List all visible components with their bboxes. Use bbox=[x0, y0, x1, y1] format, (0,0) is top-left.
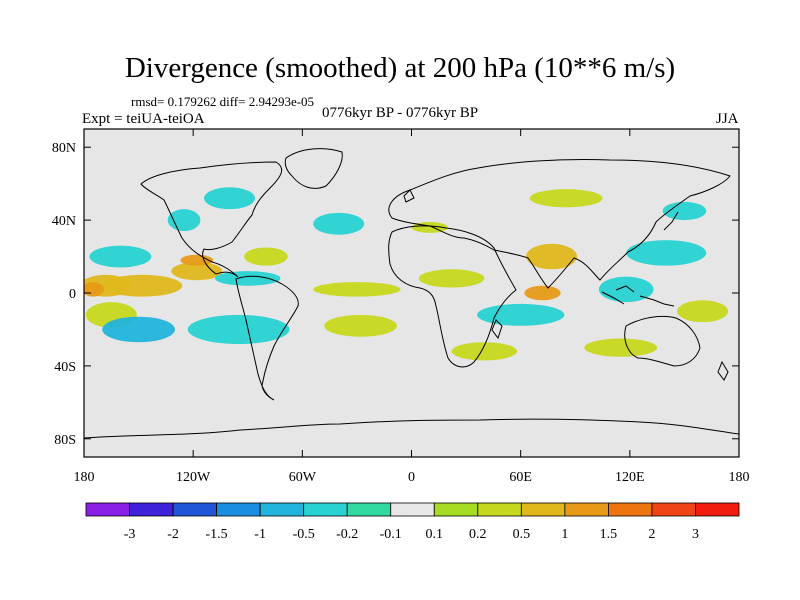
divergence-region-23 bbox=[626, 240, 707, 266]
coastline-eurasia bbox=[388, 158, 731, 289]
colorbar-swatch-8 bbox=[433, 502, 479, 517]
coastline-madagascar bbox=[491, 319, 503, 340]
coastlines bbox=[84, 148, 739, 439]
divergence-region-20 bbox=[526, 243, 578, 270]
colorbar-label-7: 0.1 bbox=[426, 527, 444, 542]
divergence-region-22 bbox=[598, 276, 654, 303]
coastline-greenland bbox=[284, 148, 343, 189]
divergence-region-25 bbox=[662, 201, 707, 221]
divergence-region-1 bbox=[102, 274, 183, 297]
divergence-region-10 bbox=[215, 271, 281, 286]
divergence-region-21 bbox=[524, 285, 561, 301]
y-tick-label-1: 40N bbox=[52, 214, 76, 229]
colorbar-label-6: -0.1 bbox=[380, 527, 402, 542]
colorbar-swatch-9 bbox=[477, 502, 522, 517]
colorbar-label-8: 0.2 bbox=[469, 527, 487, 542]
divergence-region-6 bbox=[167, 209, 201, 232]
x-tick-label-4: 60E bbox=[509, 470, 532, 485]
colorbar: -3 -2 -1.5 -1 -0.5 -0.2 -0.1 0.1 0.2 0.5 1 1.5 2 3 bbox=[85, 502, 740, 542]
colorbar-swatch-0 bbox=[85, 502, 130, 517]
colorbar-swatch-1 bbox=[129, 502, 174, 517]
coastline-japan bbox=[663, 211, 679, 231]
x-tick-label-2: 60W bbox=[289, 470, 317, 485]
colorbar-label-13: 3 bbox=[692, 527, 699, 542]
divergence-region-16 bbox=[418, 269, 485, 288]
divergence-region-12 bbox=[313, 282, 401, 297]
colorbar-swatch-12 bbox=[608, 502, 653, 517]
colorbar-swatch-5 bbox=[303, 502, 348, 517]
contour-regions bbox=[84, 187, 729, 361]
divergence-region-19 bbox=[451, 342, 518, 361]
coastline-south-america bbox=[235, 275, 299, 401]
divergence-region-11 bbox=[244, 247, 288, 266]
divergence-region-8 bbox=[102, 316, 175, 343]
coastline-southeast-asia-islands bbox=[601, 285, 675, 307]
coastline-africa bbox=[388, 225, 517, 368]
x-tick-label-3: 0 bbox=[408, 470, 415, 485]
y-tick-label-2: 0 bbox=[69, 287, 76, 302]
x-tick-label-0: 180 bbox=[74, 470, 95, 485]
divergence-region-26 bbox=[584, 338, 658, 357]
divergence-region-5 bbox=[89, 245, 152, 268]
colorbar-swatch-7 bbox=[390, 502, 435, 517]
y-tick-label-3: 40S bbox=[54, 360, 76, 375]
divergence-region-15 bbox=[204, 187, 256, 210]
coastline-north-america bbox=[140, 161, 283, 278]
colorbar-label-4: -0.5 bbox=[293, 527, 315, 542]
colorbar-label-3: -1 bbox=[254, 527, 266, 542]
colorbar-label-9: 0.5 bbox=[513, 527, 531, 542]
x-tick-label-5: 120E bbox=[615, 470, 645, 485]
chart-title: Divergence (smoothed) at 200 hPa (10**6 … bbox=[124, 52, 676, 84]
colorbar-swatch-3 bbox=[216, 502, 261, 517]
axes: 180 120W 60W 0 60E 120E 180 80N 40N 0 40S 80S bbox=[52, 129, 750, 485]
colorbar-swatch-14 bbox=[695, 502, 740, 517]
colorbar-swatch-10 bbox=[520, 502, 566, 517]
divergence-region-4 bbox=[84, 282, 105, 297]
divergence-region-13 bbox=[324, 314, 397, 337]
coastline-australia bbox=[624, 315, 701, 367]
colorbar-label-0: -3 bbox=[124, 527, 136, 542]
divergence-region-9 bbox=[187, 314, 290, 345]
y-tick-label-0: 80N bbox=[52, 141, 76, 156]
divergence-region-14 bbox=[313, 212, 365, 235]
colorbar-label-11: 1.5 bbox=[600, 527, 618, 542]
x-tick-label-1: 120W bbox=[176, 470, 211, 485]
colorbar-swatch-13 bbox=[651, 502, 696, 517]
coastline-british-isles bbox=[403, 189, 415, 203]
colorbar-swatch-6 bbox=[346, 502, 392, 517]
divergence-region-18 bbox=[477, 303, 565, 326]
season-label: JJA bbox=[716, 111, 739, 127]
divergence-region-27 bbox=[529, 189, 603, 208]
colorbar-swatch-2 bbox=[172, 502, 217, 517]
experiment-label: Expt = teiUA-teiOA bbox=[82, 111, 205, 127]
coastline-antarctica bbox=[84, 418, 739, 439]
y-tick-label-4: 80S bbox=[54, 433, 76, 448]
colorbar-label-5: -0.2 bbox=[336, 527, 358, 542]
colorbar-label-2: -1.5 bbox=[206, 527, 228, 542]
coastline-new-zealand bbox=[717, 360, 729, 381]
divergence-region-2 bbox=[171, 262, 223, 281]
x-tick-label-6: 180 bbox=[729, 470, 750, 485]
divergence-region-24 bbox=[677, 300, 729, 323]
period-label: 0776kyr BP - 0776kyr BP bbox=[322, 105, 479, 121]
stats-subtitle: rmsd= 0.179262 diff= 2.94293e-05 bbox=[131, 94, 315, 109]
colorbar-swatch-11 bbox=[564, 502, 609, 517]
colorbar-label-1: -2 bbox=[167, 527, 179, 542]
colorbar-label-10: 1 bbox=[561, 527, 568, 542]
colorbar-label-12: 2 bbox=[648, 527, 655, 542]
colorbar-swatch-4 bbox=[259, 502, 305, 517]
